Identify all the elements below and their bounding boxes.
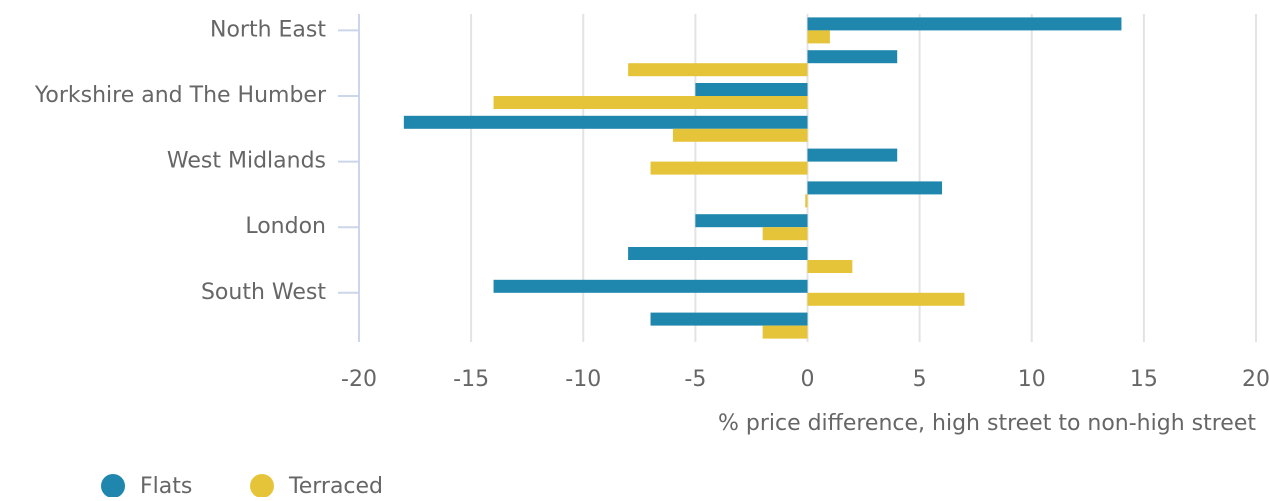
bar xyxy=(807,30,830,44)
bar xyxy=(695,214,808,228)
bar xyxy=(650,161,808,175)
x-tick-label: 5 xyxy=(913,367,927,392)
legend-label: Flats xyxy=(140,474,192,497)
x-tick-label: -5 xyxy=(684,367,706,392)
bar xyxy=(807,260,853,273)
x-tick-label: 20 xyxy=(1242,367,1269,392)
x-axis-title: % price difference, high street to non-h… xyxy=(718,411,1256,436)
x-tick-label: 15 xyxy=(1130,367,1158,392)
bar xyxy=(807,17,1122,31)
legend-label: Terraced xyxy=(288,474,383,497)
bar xyxy=(650,312,808,326)
y-tick-label: North East xyxy=(210,17,326,42)
bar xyxy=(628,63,808,77)
y-tick-label: West Midlands xyxy=(167,149,326,174)
legend-marker xyxy=(250,474,274,498)
x-tick-label: -20 xyxy=(341,367,377,392)
x-tick-label: 0 xyxy=(801,367,815,392)
x-tick-label: -15 xyxy=(453,367,489,392)
bar xyxy=(807,148,898,162)
bar xyxy=(493,96,808,109)
bar xyxy=(695,83,808,96)
bar xyxy=(762,325,808,339)
bar xyxy=(807,50,898,64)
y-tick-label: London xyxy=(245,214,326,239)
bar xyxy=(762,227,808,241)
bar xyxy=(672,128,808,142)
x-tick-label: 10 xyxy=(1018,367,1046,392)
bar xyxy=(403,115,808,129)
x-tick-label: -10 xyxy=(565,367,601,392)
bar xyxy=(807,292,965,306)
y-tick-label: South West xyxy=(201,280,326,305)
bar xyxy=(805,194,808,208)
bar xyxy=(493,279,808,293)
y-tick-label: Yorkshire and The Humber xyxy=(34,83,327,108)
bar xyxy=(628,247,808,260)
legend-marker xyxy=(101,474,125,498)
bar xyxy=(807,181,943,195)
